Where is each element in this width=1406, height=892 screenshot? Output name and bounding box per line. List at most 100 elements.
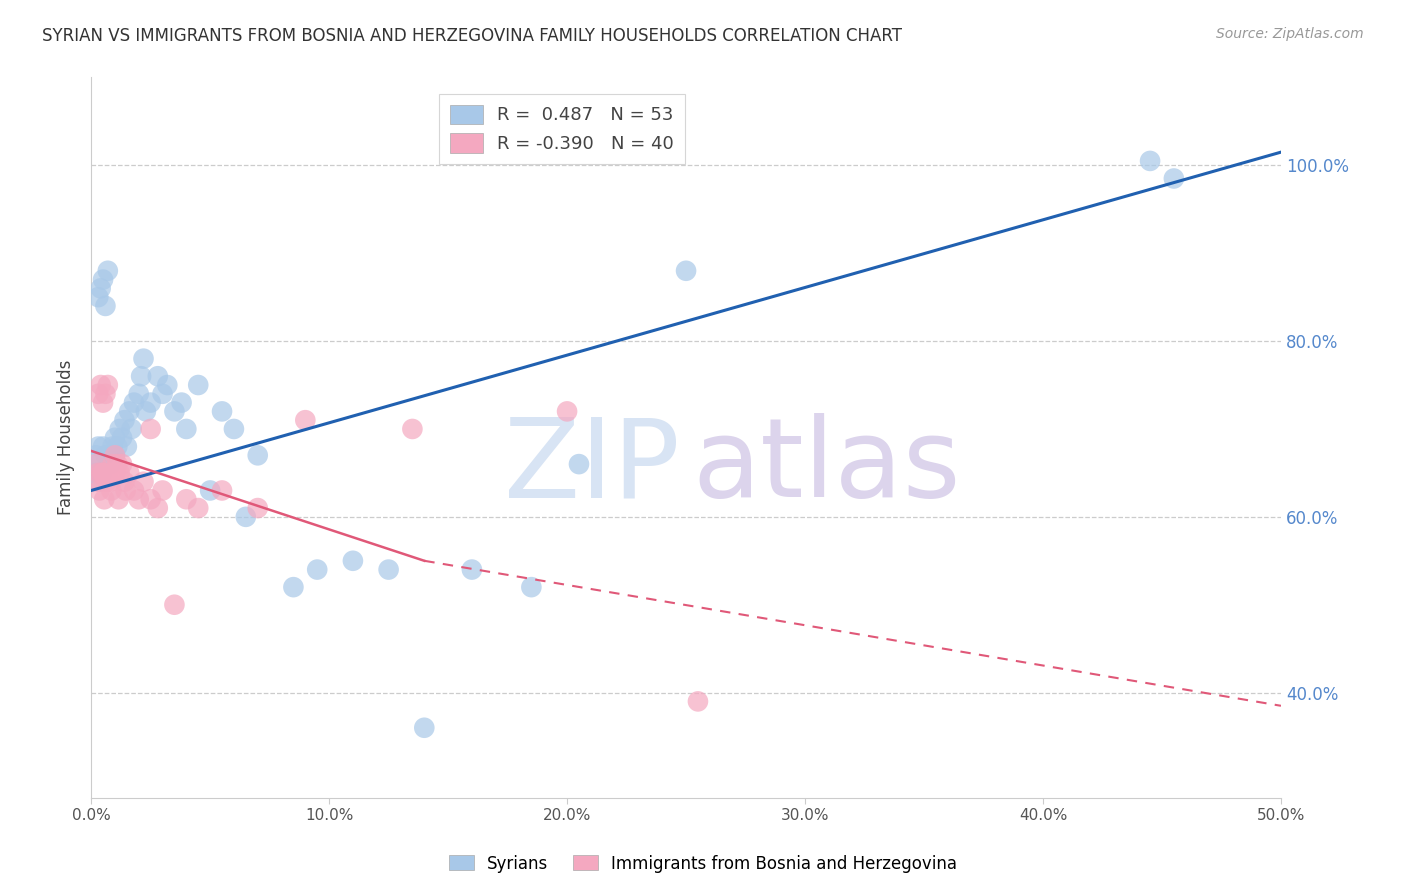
Point — [86, 475, 108, 489]
Point — [211, 483, 233, 498]
Point — [342, 554, 364, 568]
Point — [146, 501, 169, 516]
Text: ZIP: ZIP — [505, 413, 681, 520]
Point — [132, 475, 155, 489]
Point — [114, 475, 136, 489]
Point — [568, 457, 591, 471]
Point — [94, 386, 117, 401]
Point — [90, 466, 112, 480]
Point — [139, 492, 162, 507]
Text: SYRIAN VS IMMIGRANTS FROM BOSNIA AND HERZEGOVINA FAMILY HOUSEHOLDS CORRELATION C: SYRIAN VS IMMIGRANTS FROM BOSNIA AND HER… — [42, 27, 903, 45]
Point — [83, 466, 105, 480]
Point — [97, 264, 120, 278]
Point — [176, 492, 198, 507]
Point — [105, 440, 128, 454]
Point — [94, 299, 117, 313]
Point — [107, 492, 129, 507]
Point — [90, 281, 112, 295]
Point — [413, 721, 436, 735]
Point — [84, 457, 107, 471]
Point — [686, 694, 709, 708]
Legend: Syrians, Immigrants from Bosnia and Herzegovina: Syrians, Immigrants from Bosnia and Herz… — [441, 848, 965, 880]
Point — [152, 386, 174, 401]
Point — [91, 466, 114, 480]
Point — [89, 475, 111, 489]
Point — [129, 369, 152, 384]
Point — [401, 422, 423, 436]
Point — [104, 466, 127, 480]
Point — [105, 457, 128, 471]
Point — [87, 386, 110, 401]
Point — [118, 404, 141, 418]
Point — [121, 422, 143, 436]
Point — [90, 466, 112, 480]
Point — [132, 351, 155, 366]
Point — [176, 422, 198, 436]
Point — [91, 440, 114, 454]
Point — [163, 598, 186, 612]
Point — [86, 457, 108, 471]
Point — [122, 395, 145, 409]
Y-axis label: Family Households: Family Households — [58, 360, 75, 516]
Point — [104, 431, 127, 445]
Point — [1139, 153, 1161, 168]
Point — [128, 492, 150, 507]
Point — [115, 440, 138, 454]
Point — [87, 440, 110, 454]
Point — [283, 580, 305, 594]
Point — [198, 483, 221, 498]
Point — [461, 563, 484, 577]
Point — [128, 386, 150, 401]
Point — [89, 483, 111, 498]
Point — [122, 483, 145, 498]
Point — [139, 422, 162, 436]
Point — [211, 404, 233, 418]
Point — [90, 378, 112, 392]
Point — [87, 290, 110, 304]
Point — [98, 457, 121, 471]
Point — [118, 466, 141, 480]
Point — [139, 395, 162, 409]
Point — [146, 369, 169, 384]
Point — [101, 457, 124, 471]
Point — [101, 440, 124, 454]
Point — [1163, 171, 1185, 186]
Point — [377, 563, 399, 577]
Point — [170, 395, 193, 409]
Point — [111, 431, 134, 445]
Point — [163, 404, 186, 418]
Point — [235, 509, 257, 524]
Point — [91, 395, 114, 409]
Point — [187, 378, 209, 392]
Point — [152, 483, 174, 498]
Point — [114, 483, 136, 498]
Point — [114, 413, 136, 427]
Point — [84, 448, 107, 462]
Point — [156, 378, 179, 392]
Point — [108, 422, 131, 436]
Point — [307, 563, 329, 577]
Point — [93, 492, 115, 507]
Point — [135, 404, 157, 418]
Point — [520, 580, 543, 594]
Point — [98, 475, 121, 489]
Point — [104, 448, 127, 462]
Point — [294, 413, 316, 427]
Point — [555, 404, 578, 418]
Text: atlas: atlas — [692, 413, 960, 520]
Point — [246, 501, 269, 516]
Point — [187, 501, 209, 516]
Point — [96, 475, 118, 489]
Text: Source: ZipAtlas.com: Source: ZipAtlas.com — [1216, 27, 1364, 41]
Point — [97, 378, 120, 392]
Point — [104, 448, 127, 462]
Point — [222, 422, 245, 436]
Point — [97, 466, 120, 480]
Point — [94, 448, 117, 462]
Point — [108, 466, 131, 480]
Point — [100, 483, 122, 498]
Point — [111, 457, 134, 471]
Point — [675, 264, 697, 278]
Legend: R =  0.487   N = 53, R = -0.390   N = 40: R = 0.487 N = 53, R = -0.390 N = 40 — [439, 94, 685, 164]
Point — [87, 466, 110, 480]
